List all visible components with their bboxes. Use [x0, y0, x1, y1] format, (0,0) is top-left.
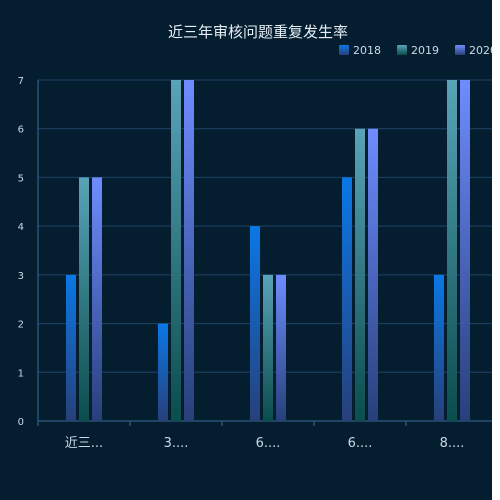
x-tick-label: 3....	[164, 436, 189, 451]
legend-label: 2018	[353, 44, 381, 57]
bar-2018-4[interactable]	[342, 177, 352, 421]
bar-2020-2[interactable]	[184, 80, 194, 421]
legend-swatch	[339, 45, 349, 55]
page-edge	[492, 0, 500, 500]
bar-2020-5[interactable]	[460, 80, 470, 421]
legend-item-2018[interactable]: 2018	[339, 44, 381, 57]
legend-item-2019[interactable]: 2019	[397, 44, 439, 57]
legend-item-2020[interactable]: 2020	[455, 44, 497, 57]
legend-swatch	[397, 45, 407, 55]
x-tick-label: 6....	[348, 436, 373, 451]
x-tick-label: 8....	[440, 436, 465, 451]
bar-2019-5[interactable]	[447, 80, 457, 421]
bar-2020-3[interactable]	[276, 274, 286, 421]
legend-swatch	[455, 45, 465, 55]
x-tick-label: 6....	[256, 436, 281, 451]
bar-2020-1[interactable]	[92, 177, 102, 421]
bar-2019-1[interactable]	[79, 177, 89, 421]
y-tick-label: 2	[18, 320, 24, 331]
y-tick-label: 3	[18, 271, 24, 282]
bar-2018-2[interactable]	[158, 323, 168, 421]
y-tick-label: 4	[18, 222, 24, 233]
bar-2019-2[interactable]	[171, 80, 181, 421]
y-tick-label: 7	[18, 76, 24, 87]
legend[interactable]: 2018 2019 2020	[339, 44, 497, 57]
bar-2018-5[interactable]	[434, 274, 444, 421]
legend-label: 2020	[469, 44, 497, 57]
bar-2018-1[interactable]	[66, 274, 76, 421]
bar-2020-4[interactable]	[368, 128, 378, 421]
chart-title: 近三年审核问题重复发生率	[168, 23, 348, 41]
y-tick-label: 5	[18, 173, 24, 184]
legend-label: 2019	[411, 44, 439, 57]
bar-2018-3[interactable]	[250, 226, 260, 421]
y-tick-label: 0	[18, 417, 24, 428]
bar-2019-3[interactable]	[263, 274, 273, 421]
bar-2019-4[interactable]	[355, 128, 365, 421]
y-tick-label: 1	[18, 368, 24, 379]
bars	[66, 80, 470, 421]
y-tick-label: 6	[18, 125, 24, 136]
x-tick-label: 近三...	[65, 436, 103, 451]
